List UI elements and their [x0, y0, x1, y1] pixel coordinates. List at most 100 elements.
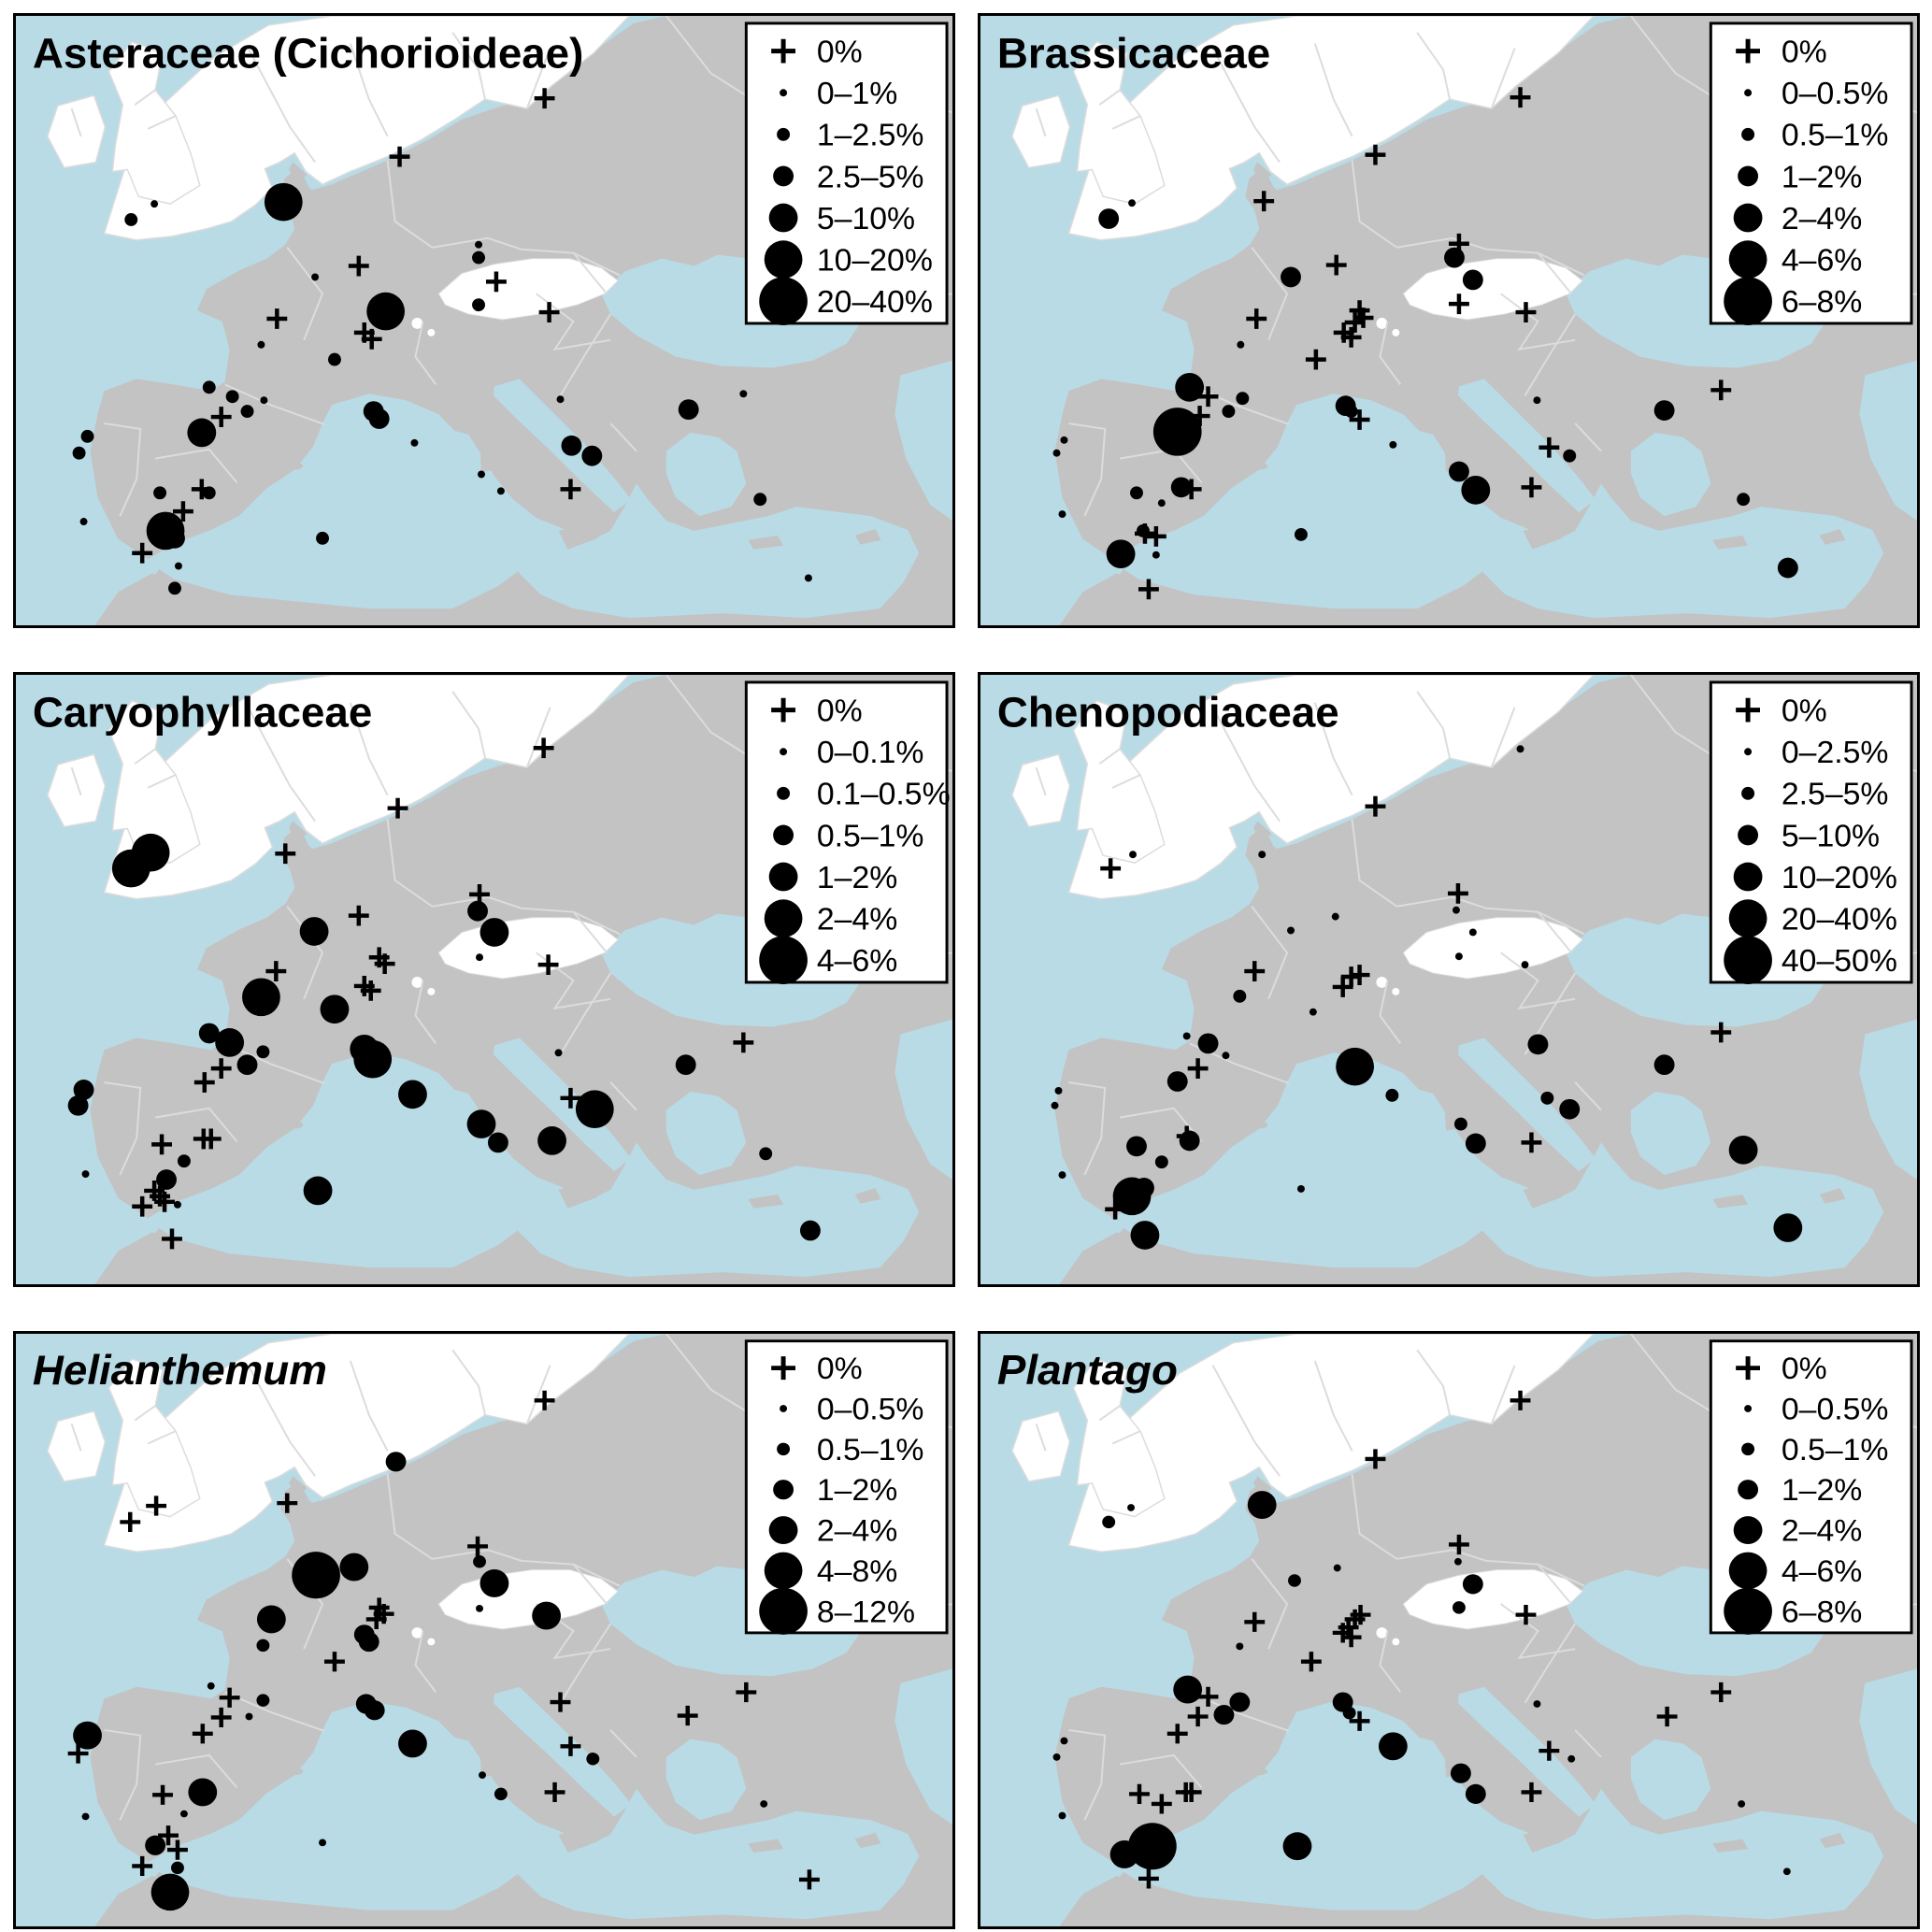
site-point [177, 1154, 191, 1168]
site-point [328, 352, 341, 366]
zero-marker [533, 737, 554, 759]
legend-label: 0% [1782, 694, 1827, 729]
site-point [1182, 1032, 1191, 1040]
site-point [1342, 1706, 1356, 1720]
legend-label: 2–4% [1782, 201, 1862, 236]
site-point [1728, 1135, 1758, 1165]
zero-marker [1187, 1706, 1209, 1727]
zero-marker [132, 1195, 153, 1217]
site-point [472, 298, 485, 312]
site-point [1173, 1675, 1203, 1704]
site-point [1782, 1868, 1791, 1876]
legend-label: 20–40% [817, 284, 933, 320]
site-point [145, 1835, 166, 1855]
legend-circle-symbol [1733, 203, 1763, 233]
legend-circle-symbol [1733, 862, 1763, 892]
site-point [1058, 1811, 1066, 1820]
legend-circle-symbol [1738, 824, 1759, 846]
legend-circle-symbol [1728, 899, 1767, 937]
legend-circle-symbol [780, 1405, 788, 1412]
site-point [479, 1771, 486, 1779]
legend-circle-symbol [1733, 1516, 1763, 1544]
zero-marker [1521, 1782, 1542, 1803]
site-point [473, 1555, 486, 1568]
zero-marker [1510, 1390, 1531, 1410]
site-point [156, 1169, 177, 1190]
site-point [320, 995, 350, 1024]
legend-label: 5–10% [1782, 818, 1880, 853]
legend-circle-symbol [768, 1516, 798, 1544]
points-layer [72, 88, 812, 595]
legend-circle-symbol [777, 127, 791, 141]
legend: 0% 0–0.5% 0.5–1% 1–2% 2–4% 4–8% 8–12% [744, 1339, 949, 1635]
zero-marker [389, 146, 410, 167]
zero-marker [1340, 1627, 1362, 1648]
zero-marker [544, 1782, 565, 1803]
zero-marker [152, 1784, 173, 1805]
zero-marker [1538, 436, 1560, 458]
site-point [1130, 1221, 1160, 1250]
zero-marker [1521, 1132, 1542, 1153]
site-point [753, 493, 767, 507]
site-point [478, 470, 485, 479]
legend-label: 0–0.1% [817, 735, 924, 770]
legend-label: 6–8% [1782, 1596, 1862, 1629]
site-point [1106, 539, 1136, 569]
legend-circle-symbol [1728, 240, 1767, 279]
site-point [496, 487, 505, 495]
legend-label: 2.5–5% [1782, 777, 1889, 812]
site-point [1109, 1839, 1139, 1868]
site-point [1738, 1800, 1746, 1808]
legend-label: 2.5–5% [817, 159, 924, 194]
site-point [1052, 449, 1061, 457]
site-point [81, 1170, 90, 1179]
site-point [245, 1712, 253, 1721]
site-point [487, 1132, 508, 1153]
site-point [1563, 449, 1577, 463]
site-point [173, 1200, 181, 1209]
site-point [1516, 745, 1524, 753]
zero-marker [210, 407, 232, 427]
site-point [236, 1054, 258, 1076]
zero-marker [1187, 1058, 1209, 1080]
legend-zero-symbol [771, 697, 796, 723]
points-layer [1051, 745, 1803, 1250]
site-point [479, 918, 509, 947]
zero-marker [1129, 1783, 1150, 1804]
zero-marker [210, 1707, 232, 1728]
zero-marker [736, 1682, 757, 1703]
zero-marker [67, 1743, 89, 1764]
panel-title: Plantago [997, 1347, 1178, 1394]
zero-marker [1449, 293, 1469, 315]
zero-marker [1344, 312, 1366, 333]
site-point [1453, 1557, 1462, 1566]
site-point [398, 1080, 427, 1109]
site-point [187, 418, 217, 448]
zero-marker [172, 501, 193, 522]
zero-marker [146, 1496, 167, 1516]
legend-label: 2–4% [817, 902, 897, 937]
site-point [1559, 1098, 1581, 1120]
legend-rows: 0% 0–0.5% 0.5–1% 1–2% 2–4% 4–6% 6–8% [1724, 1352, 1888, 1635]
legend-label: 0–0.5% [817, 1393, 924, 1426]
zero-marker [1515, 1605, 1537, 1625]
legend-circle-symbol [1728, 1552, 1767, 1590]
site-point [1258, 851, 1267, 859]
map-panel-plantago: 0% 0–0.5% 0.5–1% 1–2% 2–4% 4–6% 6–8% Plantago [978, 1331, 1920, 1929]
site-point [260, 396, 268, 405]
zero-marker [550, 1692, 571, 1712]
legend-label: 0.1–0.5% [817, 777, 951, 812]
site-point [256, 1694, 270, 1707]
site-point [257, 340, 265, 349]
site-point [398, 1729, 427, 1758]
site-point [1134, 1178, 1154, 1198]
legend-circle-symbol [780, 89, 788, 97]
legend-label: 0.5–1% [817, 818, 924, 853]
legend-rows: 0% 0–1% 1–2.5% 2.5–5% 5–10% 10–20% 20–40% [759, 35, 933, 325]
zero-marker [560, 479, 581, 500]
zero-marker [1349, 965, 1370, 985]
zero-marker [1448, 882, 1468, 904]
site-point [675, 1054, 696, 1076]
zero-marker [348, 255, 369, 277]
legend-zero-symbol [771, 1356, 796, 1381]
